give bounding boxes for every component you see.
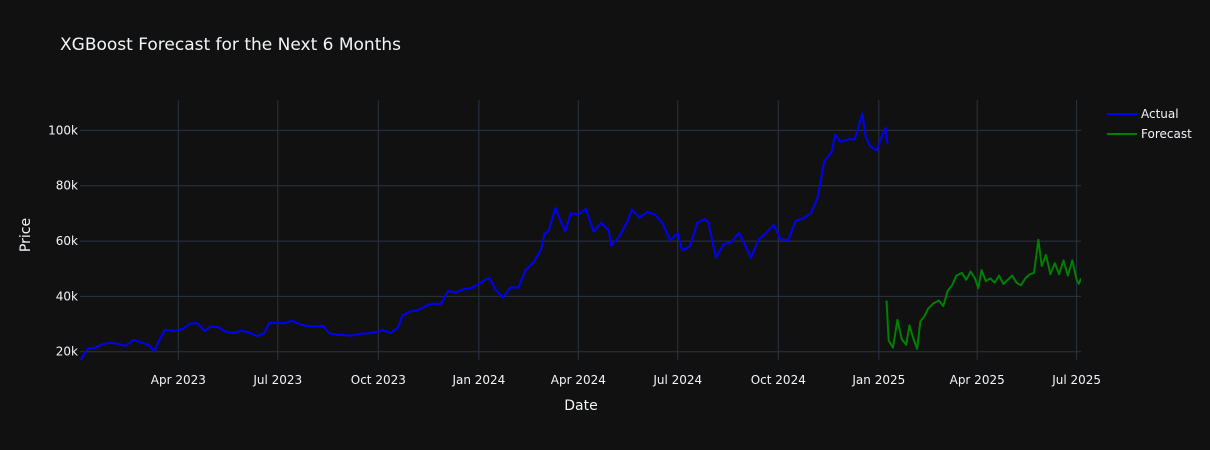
axes: 20k 40k 60k 80k 100k Apr 2023 Jul 2023 Oct 2023… — [48, 123, 1101, 387]
x-tick-label: Jan 2025 — [851, 373, 905, 387]
y-tick-label: 100k — [48, 123, 78, 137]
series-line-actual — [80, 112, 889, 360]
y-tick-label: 60k — [56, 234, 78, 248]
x-tick-label: Jul 2024 — [652, 373, 702, 387]
series-lines — [80, 112, 1081, 360]
y-tick-label: 80k — [56, 179, 78, 193]
x-tick-label: Jan 2024 — [451, 373, 505, 387]
y-axis-title: Price — [18, 218, 34, 252]
y-tick-label: 20k — [56, 345, 78, 359]
x-tick-label: Jul 2025 — [1051, 373, 1101, 387]
x-tick-label: Apr 2023 — [151, 373, 206, 387]
y-tick-label: 40k — [56, 289, 78, 303]
x-tick-label: Oct 2024 — [751, 373, 806, 387]
x-tick-label: Jul 2023 — [252, 373, 302, 387]
grid — [80, 100, 1081, 360]
x-tick-label: Oct 2023 — [351, 373, 406, 387]
legend-label-actual[interactable]: Actual — [1141, 107, 1179, 121]
chart-title: XGBoost Forecast for the Next 6 Months — [60, 35, 401, 55]
x-tick-label: Apr 2024 — [551, 373, 606, 387]
series-line-forecast — [885, 238, 1081, 350]
legend-label-forecast[interactable]: Forecast — [1141, 127, 1192, 141]
x-tick-label: Apr 2025 — [950, 373, 1005, 387]
x-axis-title: Date — [564, 398, 597, 414]
legend[interactable]: Actual Forecast — [1107, 107, 1192, 141]
